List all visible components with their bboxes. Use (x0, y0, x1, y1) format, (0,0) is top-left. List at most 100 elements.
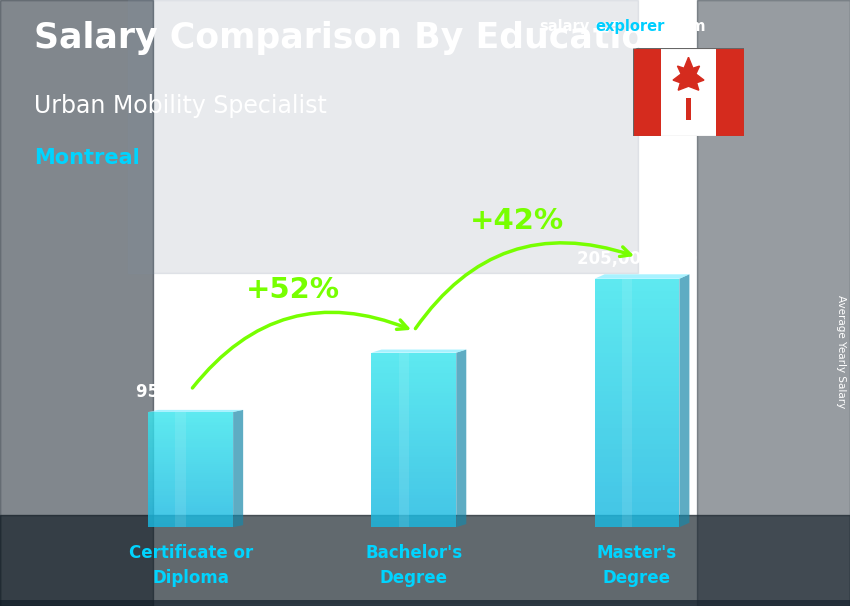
Bar (0, 601, 850, 604)
Bar (0, 600, 850, 603)
Bar (0, 600, 850, 603)
Bar (0, 602, 850, 605)
Bar (0, 602, 850, 605)
Bar (0, 601, 850, 604)
Bar (0, 602, 850, 605)
Bar (0, 601, 850, 604)
Bar (0, 603, 850, 606)
Bar (0, 601, 850, 604)
Bar (0, 602, 850, 605)
Bar (0, 601, 850, 604)
Bar (0, 602, 850, 605)
Bar (0, 601, 850, 604)
Bar (0, 600, 850, 603)
Bar (0, 602, 850, 605)
Bar (0, 602, 850, 605)
Bar (0, 600, 850, 603)
Bar (0, 601, 850, 604)
Bar (0, 602, 850, 605)
Bar (0, 601, 850, 604)
Bar (0, 602, 850, 605)
Bar (0, 601, 850, 604)
Text: .com: .com (666, 19, 705, 35)
Bar (0, 603, 850, 606)
Bar (0, 602, 850, 605)
Bar (0, 602, 850, 605)
Bar (0, 601, 850, 604)
Bar (0, 601, 850, 604)
Bar (0, 602, 850, 605)
Bar (0, 602, 850, 605)
Polygon shape (456, 350, 467, 527)
Polygon shape (679, 275, 689, 527)
Bar (0, 603, 850, 606)
Bar (0, 602, 850, 605)
Bar (0, 601, 850, 604)
Bar (0, 601, 850, 604)
Bar (0, 601, 850, 604)
Bar (0, 600, 850, 603)
Bar (0, 601, 850, 604)
Bar (0, 601, 850, 604)
Bar (0, 602, 850, 605)
Bar (0, 602, 850, 605)
Text: 95,100 CAD: 95,100 CAD (136, 383, 245, 401)
Bar (716, 48, 744, 136)
Bar (0, 602, 850, 605)
Bar (0, 602, 850, 605)
Bar (0, 602, 850, 605)
Bar (0, 601, 850, 604)
Bar (0, 603, 850, 606)
Bar (0, 602, 850, 605)
Bar (0, 601, 850, 604)
Text: +52%: +52% (246, 276, 340, 304)
Bar (0, 601, 850, 604)
Bar (0, 601, 850, 604)
Bar (0, 601, 850, 604)
Bar (0, 601, 850, 604)
Bar (0, 600, 850, 603)
Bar (0, 603, 850, 606)
Bar (0, 602, 850, 605)
Bar (0, 602, 850, 605)
Bar (0, 601, 850, 604)
Bar (0, 600, 850, 603)
Bar (0, 602, 850, 605)
Bar (0, 601, 850, 604)
Bar (0, 601, 850, 604)
Bar (0, 603, 850, 606)
Text: Urban Mobility Specialist: Urban Mobility Specialist (34, 94, 327, 118)
Bar (0, 603, 850, 606)
Bar (0, 602, 850, 605)
Bar (0, 601, 850, 604)
Bar (0, 601, 850, 604)
Bar (0, 601, 850, 604)
Bar (0, 602, 850, 605)
Bar (0, 601, 850, 604)
Bar (0, 603, 850, 606)
Bar (0, 602, 850, 605)
Bar (0, 602, 850, 605)
Bar (0, 602, 850, 605)
Bar (0, 602, 850, 605)
Bar (0, 601, 850, 604)
Bar (0, 602, 850, 605)
Bar (0, 600, 850, 603)
Bar (0, 602, 850, 605)
Bar (0, 601, 850, 604)
Bar (0, 603, 850, 606)
Bar (0, 602, 850, 605)
Bar (0, 602, 850, 605)
Bar (0, 601, 850, 604)
Bar (0, 600, 850, 603)
Bar (0, 602, 850, 605)
Text: explorer: explorer (595, 19, 665, 35)
Bar (0, 601, 850, 604)
Bar (0, 603, 850, 606)
Bar (0, 603, 850, 606)
Bar (0, 602, 850, 605)
Bar (0, 600, 850, 603)
Bar (0, 601, 850, 604)
Bar (0, 602, 850, 605)
Bar (0, 602, 850, 605)
